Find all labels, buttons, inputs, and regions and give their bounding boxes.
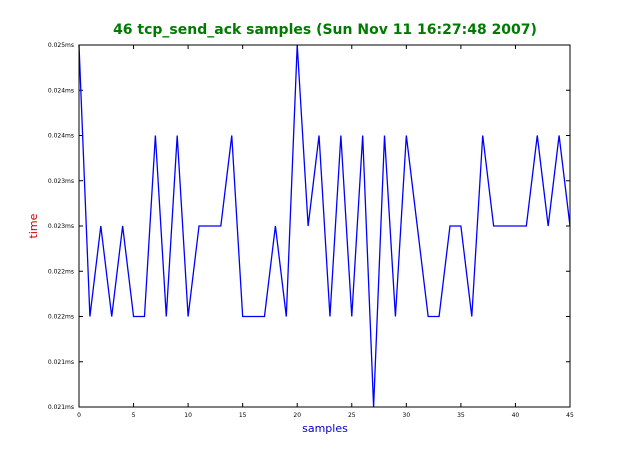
x-tick-label: 0 bbox=[77, 412, 81, 419]
x-tick-label: 10 bbox=[184, 412, 192, 419]
x-tick-label: 40 bbox=[512, 412, 520, 419]
y-tick-label: 0.023ms bbox=[48, 223, 74, 230]
y-tick-label: 0.024ms bbox=[48, 133, 74, 140]
x-axis-label: samples bbox=[302, 422, 348, 435]
x-tick-label: 20 bbox=[293, 412, 301, 419]
chart-title: 46 tcp_send_ack samples (Sun Nov 11 16:2… bbox=[113, 22, 537, 38]
series-line bbox=[78, 44, 571, 408]
plot-area-frame bbox=[78, 44, 571, 408]
x-tick-label: 30 bbox=[403, 412, 411, 419]
y-tick-label: 0.024ms bbox=[48, 87, 74, 94]
y-tick-label: 0.025ms bbox=[48, 42, 74, 49]
x-tick-label: 15 bbox=[239, 412, 247, 419]
series-layer bbox=[78, 44, 571, 408]
x-tick-label: 35 bbox=[457, 412, 465, 419]
x-tick-label: 25 bbox=[348, 412, 356, 419]
y-axis-label: time bbox=[27, 213, 40, 238]
y-tick-label: 0.022ms bbox=[48, 268, 74, 275]
y-tick-label: 0.023ms bbox=[48, 178, 74, 185]
y-tick-label: 0.022ms bbox=[48, 314, 74, 321]
x-tick-label: 45 bbox=[566, 412, 574, 419]
y-tick-label: 0.021ms bbox=[48, 404, 74, 411]
y-tick-label: 0.021ms bbox=[48, 359, 74, 366]
x-tick-label: 5 bbox=[132, 412, 136, 419]
